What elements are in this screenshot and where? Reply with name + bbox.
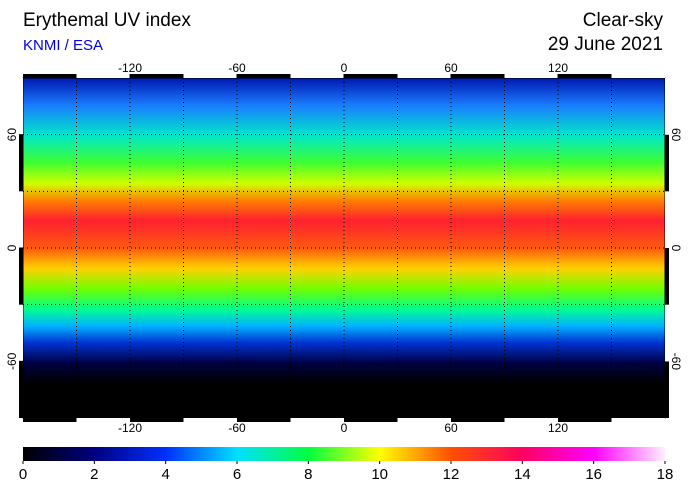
colorbar-tick-label: 0 <box>19 466 27 483</box>
colorbar-tick-label: 4 <box>161 466 169 483</box>
lon-tick-label: -120 <box>118 421 142 435</box>
lat-tick-label: 60 <box>5 128 19 142</box>
lat-tick-label: -60 <box>669 353 683 371</box>
lon-tick-label: -60 <box>228 61 246 75</box>
date: 29 June 2021 <box>548 34 663 55</box>
lat-tick-label: -60 <box>5 352 19 370</box>
colorbar-tick-label: 12 <box>443 466 460 483</box>
colorbar-tick-label: 16 <box>585 466 602 483</box>
lon-tick-label: 120 <box>548 421 568 435</box>
lat-tick-label: 0 <box>669 245 683 252</box>
colorbar-tick-label: 8 <box>304 466 312 483</box>
colorbar-tick-label: 10 <box>371 466 388 483</box>
colorbar-tick-label: 6 <box>233 466 241 483</box>
title: Erythemal UV index <box>23 10 191 31</box>
condition: Clear-sky <box>583 10 664 31</box>
lon-tick-label: 60 <box>444 61 458 75</box>
lon-tick-label: 60 <box>444 421 458 435</box>
colorbar-tick-label: 2 <box>90 466 98 483</box>
lon-tick-label: 120 <box>548 61 568 75</box>
lon-tick-label: -60 <box>228 421 246 435</box>
lon-tick-label: -120 <box>118 61 142 75</box>
lon-tick-label: 0 <box>341 421 348 435</box>
lat-tick-label: 60 <box>669 128 683 142</box>
colorbar-tick-label: 14 <box>514 466 531 483</box>
colorbar <box>23 447 665 461</box>
source: KNMI / ESA <box>23 37 103 54</box>
lon-tick-label: 0 <box>341 61 348 75</box>
colorbar-tick-label: 18 <box>657 466 674 483</box>
lat-tick-label: 0 <box>5 244 19 251</box>
